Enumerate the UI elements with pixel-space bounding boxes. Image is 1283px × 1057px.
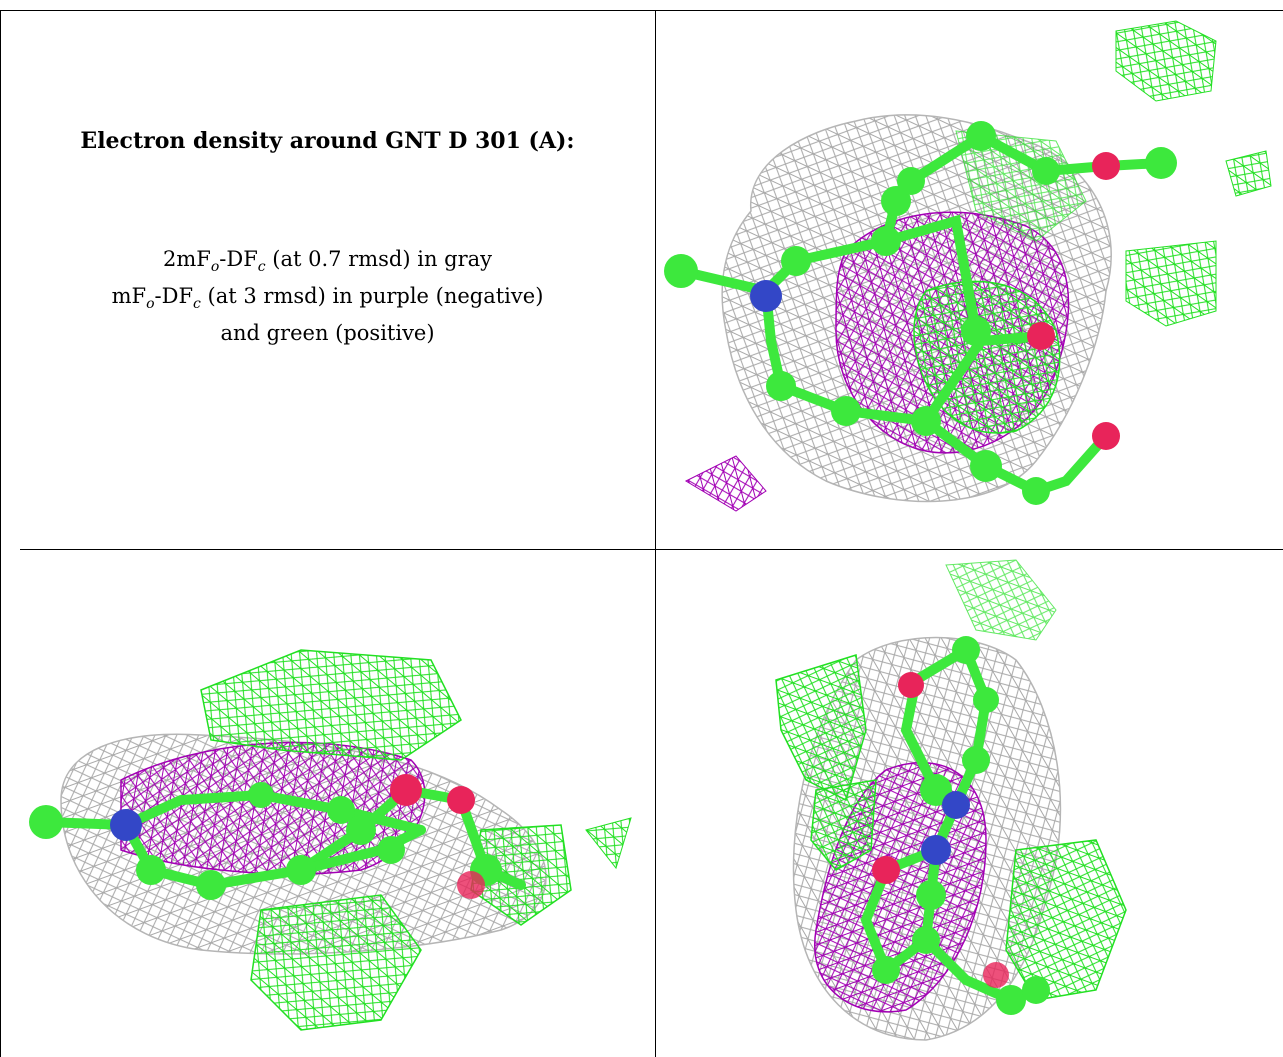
- green-mesh-top: [200, 649, 462, 761]
- density-image-bottom-left: [29, 649, 632, 1031]
- molecule-atoms: [872, 636, 1050, 1015]
- molecule-atoms: [664, 121, 1177, 505]
- legend-line-gray: 2mFo-DFc (at 0.7 rmsd) in gray: [162, 247, 493, 276]
- green-mesh-blob-2: [1225, 150, 1272, 197]
- green-mesh-bottom: [250, 894, 422, 1031]
- green-mesh-region: [913, 280, 1061, 434]
- green-mesh-blob-4: [955, 130, 1087, 242]
- density-view-bottom-left: [1, 550, 655, 1057]
- table-top-border: [0, 10, 1283, 11]
- density-view-bottom-right: [656, 550, 1283, 1057]
- caption-description: 2mFo-DFc (at 0.7 rmsd) in gray mFo-DFc (…: [0, 245, 655, 348]
- table-middle-divider: [20, 549, 1283, 550]
- caption-title: Electron density around GNT D 301 (A):: [80, 128, 575, 154]
- green-mesh-blob-1: [1115, 20, 1217, 102]
- green-mesh-left-lower: [810, 779, 877, 871]
- purple-mesh-blob: [684, 455, 767, 512]
- legend-line-positive: and green (positive): [220, 321, 435, 346]
- density-image-bottom-right: [775, 559, 1127, 1041]
- legend-line-difference: mFo-DFc (at 3 rmsd) in purple (negative): [111, 284, 544, 313]
- density-view-top-right: [656, 11, 1283, 548]
- caption-cell: Electron density around GNT D 301 (A): 2…: [0, 0, 655, 548]
- green-mesh-blob-3: [1125, 240, 1217, 327]
- green-mesh-left: [775, 654, 867, 802]
- green-mesh-top: [945, 559, 1057, 641]
- density-image-top-right: [664, 20, 1272, 512]
- green-mesh-small: [585, 817, 632, 870]
- molecule-atoms: [29, 774, 502, 900]
- molecule-bonds: [860, 645, 1041, 1006]
- green-mesh-right: [1005, 839, 1127, 1001]
- table-left-border: [0, 10, 1, 1057]
- table-center-divider: [655, 10, 656, 1057]
